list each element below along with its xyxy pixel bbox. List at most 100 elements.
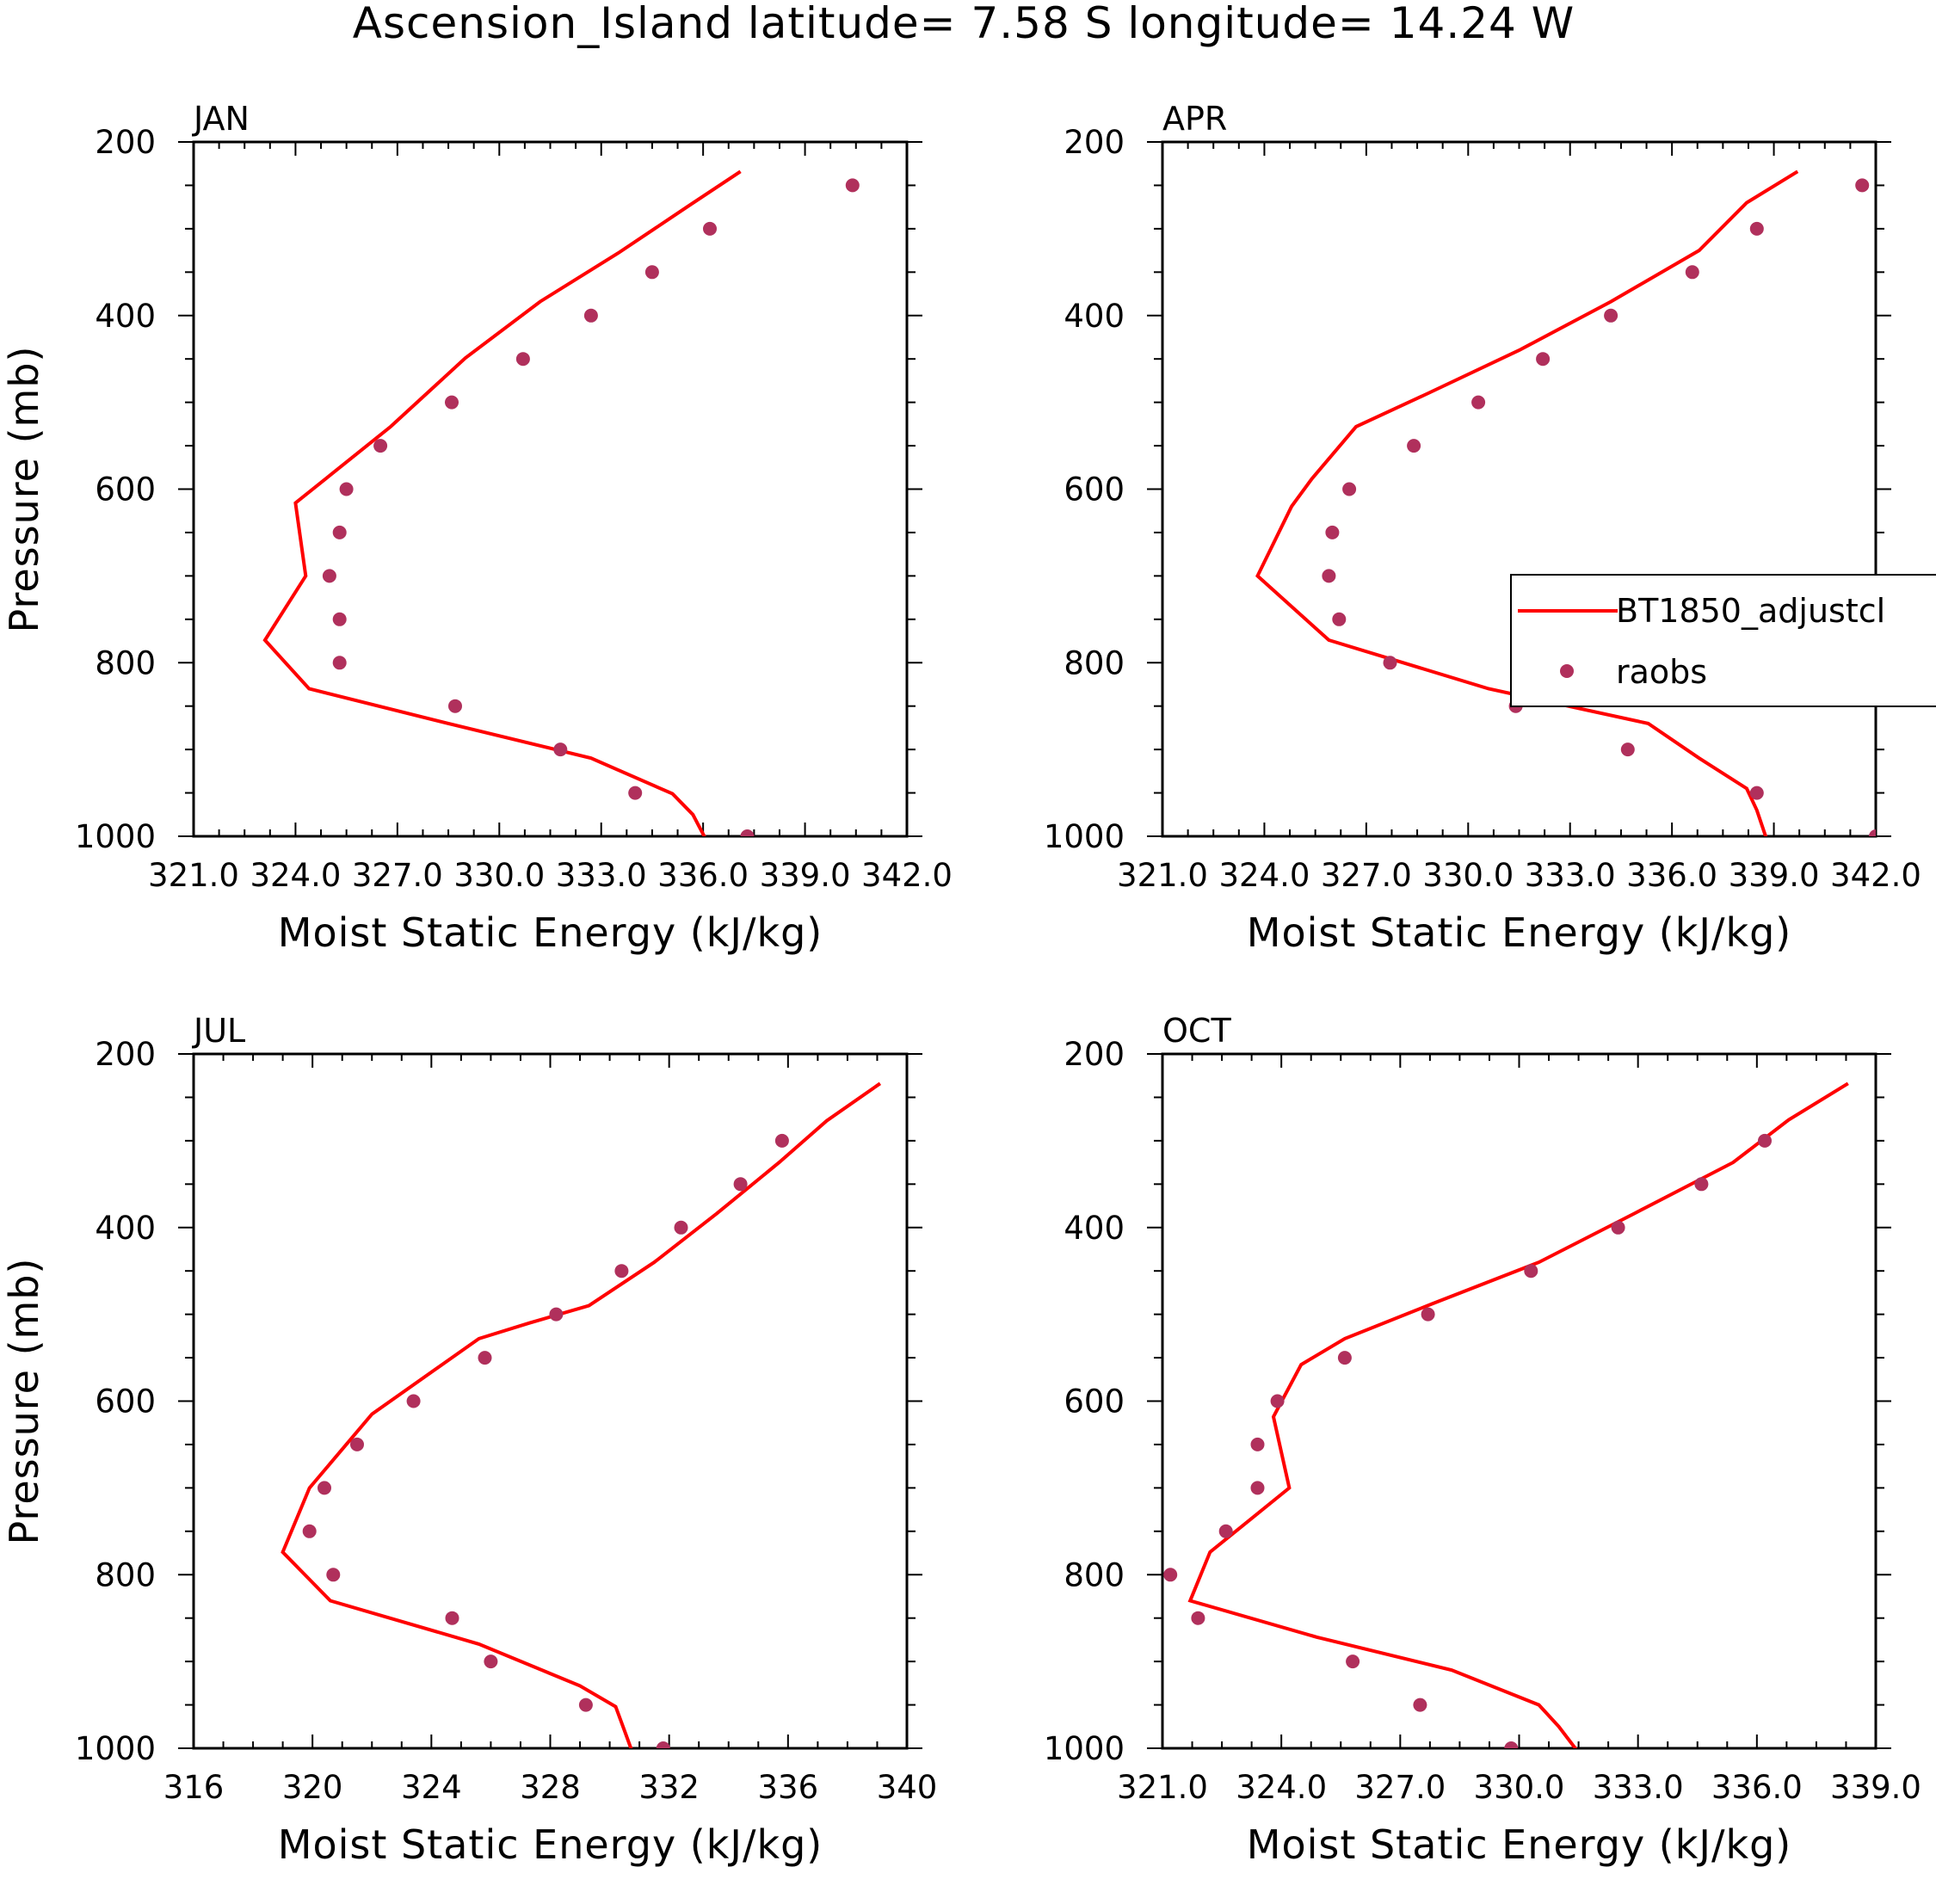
panel-title: OCT bbox=[1162, 1012, 1231, 1050]
y-tick-label: 400 bbox=[95, 298, 156, 335]
obs-point bbox=[350, 1437, 364, 1451]
y-tick-label: 200 bbox=[95, 124, 156, 161]
plot-frame bbox=[1161, 1052, 1877, 1750]
plot-area bbox=[281, 1081, 882, 1748]
obs-point bbox=[1536, 352, 1551, 367]
obs-point bbox=[1758, 1133, 1772, 1148]
obs-point bbox=[1325, 525, 1340, 539]
x-tick-label: 324.0 bbox=[1218, 857, 1310, 894]
obs-point bbox=[549, 1307, 564, 1322]
y-axis-label: Pressure (mb) bbox=[1, 346, 47, 633]
y-tick-label: 800 bbox=[95, 644, 156, 681]
y-tick-label: 600 bbox=[95, 1383, 156, 1420]
x-tick-label: 339.0 bbox=[760, 857, 851, 894]
y-tick-label: 600 bbox=[1064, 1383, 1125, 1420]
x-tick-label: 327.0 bbox=[352, 857, 443, 894]
x-tick-label: 333.0 bbox=[1525, 857, 1616, 894]
model-line bbox=[262, 169, 742, 836]
y-tick-label: 200 bbox=[1064, 124, 1125, 161]
obs-point bbox=[583, 308, 598, 323]
obs-point bbox=[1332, 612, 1347, 626]
obs-point bbox=[644, 265, 659, 280]
y-tick-label: 1000 bbox=[75, 1730, 156, 1767]
obs-point bbox=[1342, 482, 1357, 496]
panel-title: JUL bbox=[192, 1012, 245, 1050]
x-tick-label: 324.0 bbox=[250, 857, 341, 894]
obs-point bbox=[484, 1654, 498, 1669]
obs-point bbox=[774, 1133, 789, 1148]
y-tick-label: 1000 bbox=[1044, 818, 1125, 855]
obs-point bbox=[326, 1568, 341, 1582]
panel-jul: JUL 316 320 324 328 332 336 340 200 400 600 800 1000… bbox=[1, 1012, 937, 1868]
obs-point bbox=[1685, 265, 1699, 280]
obs-point bbox=[614, 1264, 629, 1279]
obs-point bbox=[332, 612, 347, 626]
obs-point bbox=[1604, 308, 1618, 323]
x-tick-label: 333.0 bbox=[1593, 1769, 1684, 1806]
obs-point bbox=[1869, 829, 1876, 836]
obs-point bbox=[1749, 786, 1764, 800]
obs-point bbox=[1407, 439, 1421, 453]
obs-point bbox=[628, 786, 643, 800]
y-tick-label: 400 bbox=[1064, 298, 1125, 335]
obs-point bbox=[1694, 1177, 1709, 1192]
x-tick-label: 336.0 bbox=[657, 857, 749, 894]
obs-point bbox=[339, 482, 354, 496]
x-axis-label: Moist Static Energy (kJ/kg) bbox=[1247, 1821, 1792, 1868]
obs-point bbox=[578, 1698, 593, 1712]
y-tick-label: 800 bbox=[1064, 644, 1125, 681]
obs-point bbox=[448, 699, 462, 713]
x-tick-label: 316 bbox=[163, 1769, 225, 1806]
obs-point bbox=[1504, 1741, 1519, 1748]
panel-title: APR bbox=[1162, 100, 1227, 138]
y-tick-label: 800 bbox=[1064, 1556, 1125, 1593]
obs-point bbox=[332, 656, 347, 670]
obs-point bbox=[1337, 1351, 1352, 1365]
obs-point bbox=[1383, 656, 1397, 670]
x-tick-label: 327.0 bbox=[1354, 1769, 1446, 1806]
panel-oct: OCT 321.0 324.0 327.0 330.0 333.0 336.0 339.0 20… bbox=[1044, 1012, 1921, 1868]
x-tick-label: 342.0 bbox=[1830, 857, 1921, 894]
obs-point bbox=[1191, 1611, 1205, 1625]
model-line bbox=[1255, 169, 1799, 836]
obs-point bbox=[1749, 221, 1764, 236]
x-tick-label: 332 bbox=[638, 1769, 700, 1806]
legend-box bbox=[1510, 574, 1936, 707]
x-tick-label: 321.0 bbox=[148, 857, 239, 894]
x-axis-label: Moist Static Energy (kJ/kg) bbox=[1247, 909, 1792, 956]
obs-point bbox=[373, 439, 388, 453]
obs-point bbox=[302, 1524, 317, 1538]
x-tick-label: 336.0 bbox=[1711, 1769, 1803, 1806]
obs-point bbox=[1611, 1220, 1625, 1235]
y-tick-label: 200 bbox=[1064, 1036, 1125, 1073]
obs-point bbox=[1413, 1698, 1427, 1712]
panel-apr: APR 321.0 324.0 327.0 330.0 333.0 336.0 339.0 34… bbox=[1044, 100, 1921, 956]
x-tick-label: 333.0 bbox=[556, 857, 647, 894]
obs-point bbox=[656, 1741, 670, 1748]
x-tick-label: 321.0 bbox=[1117, 1769, 1208, 1806]
plot-frame bbox=[1161, 140, 1877, 838]
x-tick-label: 336 bbox=[758, 1769, 819, 1806]
legend-label-model: BT1850_adjustcl bbox=[1616, 592, 1885, 630]
obs-point bbox=[1346, 1654, 1360, 1669]
y-tick-label: 800 bbox=[95, 1556, 156, 1593]
obs-point bbox=[1250, 1437, 1265, 1451]
obs-point bbox=[703, 221, 717, 236]
plot-area bbox=[262, 169, 860, 836]
y-tick-label: 200 bbox=[95, 1036, 156, 1073]
obs-point bbox=[1620, 742, 1635, 757]
y-tick-label: 400 bbox=[95, 1210, 156, 1247]
y-tick-label: 1000 bbox=[1044, 1730, 1125, 1767]
x-axis-label: Moist Static Energy (kJ/kg) bbox=[278, 1821, 823, 1868]
plot-area bbox=[1255, 169, 1876, 836]
x-tick-label: 330.0 bbox=[1474, 1769, 1565, 1806]
x-tick-label: 339.0 bbox=[1830, 1769, 1921, 1806]
obs-point bbox=[1855, 178, 1870, 193]
panel-jan: JAN 321.0 324.0 327.0 330.0 333.0 336.0 339.0 34… bbox=[1, 100, 953, 956]
panel-title: JAN bbox=[192, 100, 250, 138]
obs-point bbox=[1322, 569, 1336, 583]
legend-marker-swatch bbox=[1560, 664, 1574, 678]
x-tick-label: 327.0 bbox=[1321, 857, 1412, 894]
y-tick-label: 1000 bbox=[75, 818, 156, 855]
obs-point bbox=[515, 352, 530, 367]
